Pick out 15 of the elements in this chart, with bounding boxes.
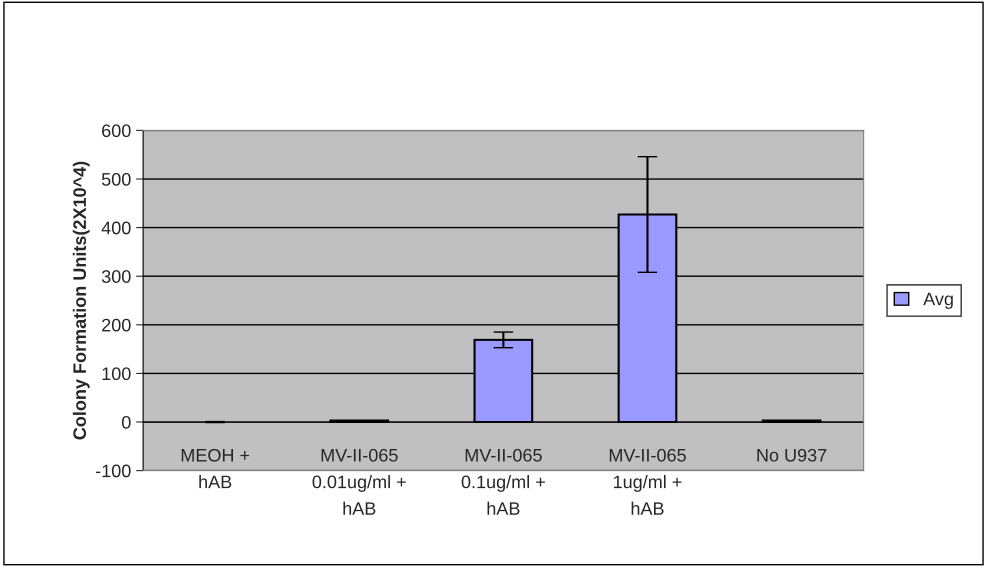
x-tick-label: MV-II-065 0.1ug/ml + hAB <box>462 448 545 515</box>
y-tick-label: 100 <box>102 367 131 380</box>
y-tick-label: 300 <box>102 270 131 283</box>
y-tick-label: 200 <box>102 318 131 332</box>
legend-label: Avg <box>923 292 953 309</box>
y-tick-label: -100 <box>96 464 131 478</box>
y-tick-label: 500 <box>102 172 131 186</box>
x-tick-label: No U937 <box>757 448 826 462</box>
y-axis-title: Colony Formation Units(2X10^4) <box>72 162 90 440</box>
x-tick-label: MEOH + hAB <box>182 448 250 488</box>
y-tick-label: 400 <box>102 222 131 234</box>
x-tick-label: MV-II-065 1ug/ml + hAB <box>610 448 686 515</box>
y-tick-label: 0 <box>122 416 131 429</box>
y-tick-label: 600 <box>102 124 131 138</box>
x-tick-label: MV-II-065 0.01ug/ml + hAB <box>312 448 406 515</box>
